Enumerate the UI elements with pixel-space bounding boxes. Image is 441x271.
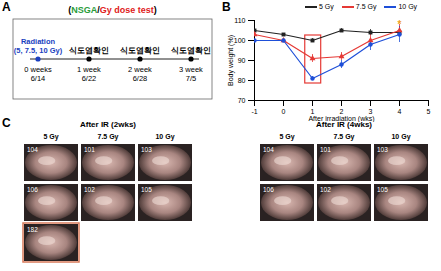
- svg-text:90: 90: [238, 57, 246, 64]
- svg-text:6/22: 6/22: [82, 74, 97, 83]
- html-text:10 Gy: 10 Gy: [398, 3, 418, 10]
- svg-text:7/5: 7/5: [186, 74, 196, 83]
- svg-text:4: 4: [398, 108, 402, 115]
- svg-text:5 Gy: 5 Gy: [43, 133, 58, 141]
- html-text:7.5 Gy: 7.5 Gy: [355, 3, 377, 10]
- html-text:5 Gy: 5 Gy: [319, 3, 334, 10]
- svg-text:6/14: 6/14: [31, 74, 46, 83]
- svg-text:2 week: 2 week: [128, 65, 152, 74]
- svg-text:1: 1: [310, 108, 315, 116]
- svg-text:5: 5: [427, 108, 431, 115]
- svg-text:식도염확인: 식도염확인: [120, 46, 160, 55]
- svg-text:101: 101: [84, 146, 95, 153]
- svg-text:(NSGA/Gy dose test): (NSGA/Gy dose test): [68, 5, 157, 15]
- svg-text:-1: -1: [251, 108, 257, 115]
- svg-text:1 week: 1 week: [77, 65, 101, 74]
- svg-text:80: 80: [238, 77, 246, 84]
- svg-text:110: 110: [234, 17, 245, 24]
- svg-text:10 Gy: 10 Gy: [391, 133, 410, 141]
- svg-text:103: 103: [377, 146, 388, 153]
- svg-text:102: 102: [320, 186, 331, 193]
- html-text:A: A: [2, 0, 11, 14]
- svg-text:2: 2: [339, 108, 344, 116]
- svg-text:3: 3: [368, 108, 373, 116]
- svg-text:After IR (4wks): After IR (4wks): [316, 120, 372, 129]
- svg-text:*: *: [398, 19, 402, 30]
- html-text:C: C: [2, 116, 11, 130]
- svg-text:104: 104: [27, 146, 38, 153]
- html-text:B: B: [222, 0, 231, 14]
- svg-text:식도염확인: 식도염확인: [171, 46, 211, 55]
- svg-text:0: 0: [282, 108, 286, 115]
- svg-text:103: 103: [141, 146, 152, 153]
- svg-text:105: 105: [377, 186, 388, 193]
- svg-text:101: 101: [320, 146, 331, 153]
- svg-text:0 weeks: 0 weeks: [24, 65, 52, 74]
- svg-text:6/28: 6/28: [133, 74, 148, 83]
- svg-text:10 Gy: 10 Gy: [155, 133, 174, 141]
- svg-text:(5, 7.5, 10 Gy): (5, 7.5, 10 Gy): [14, 46, 63, 55]
- svg-text:102: 102: [84, 186, 95, 193]
- svg-text:106: 106: [263, 186, 274, 193]
- svg-text:104: 104: [263, 146, 274, 153]
- svg-text:100: 100: [234, 37, 246, 44]
- svg-text:식도염확인: 식도염확인: [69, 46, 109, 55]
- svg-text:7.5 Gy: 7.5 Gy: [333, 133, 354, 141]
- svg-text:105: 105: [141, 186, 152, 193]
- svg-text:Body weight (%): Body weight (%): [227, 35, 235, 86]
- svg-text:7.5 Gy: 7.5 Gy: [97, 133, 118, 141]
- svg-text:3 week: 3 week: [179, 65, 203, 74]
- svg-text:70: 70: [238, 97, 246, 104]
- svg-text:5 Gy: 5 Gy: [279, 133, 294, 141]
- svg-text:106: 106: [27, 186, 38, 193]
- svg-text:182: 182: [27, 226, 38, 233]
- svg-text:After IR (2wks): After IR (2wks): [80, 120, 136, 129]
- svg-text:Radiation: Radiation: [21, 37, 56, 46]
